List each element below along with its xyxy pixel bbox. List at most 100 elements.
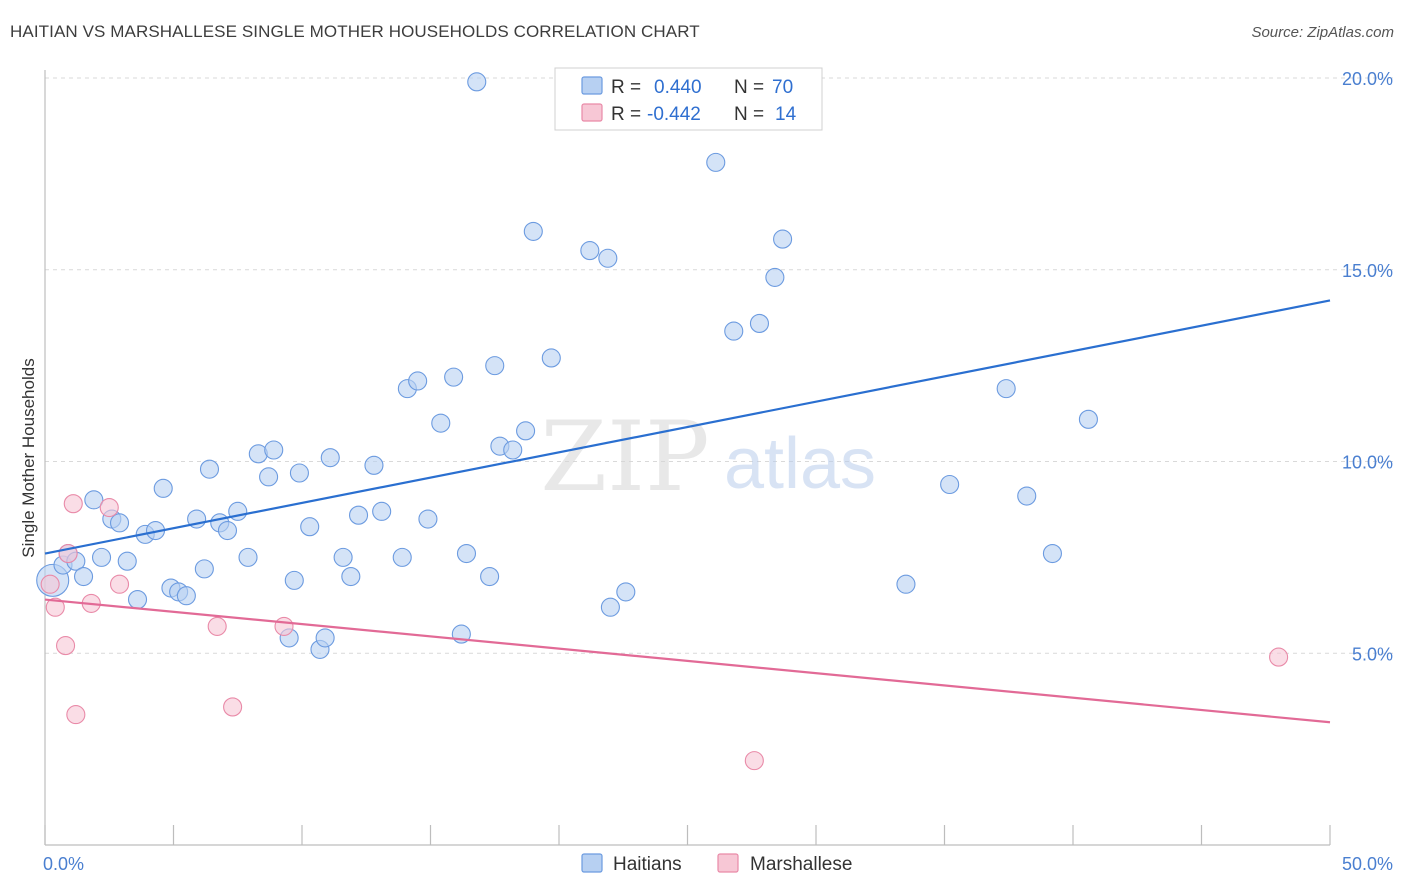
x-tick-label-min: 0.0% <box>43 854 84 874</box>
legend-swatch-haitians <box>581 76 603 95</box>
legend-n-value-haitians: 70 <box>772 77 793 98</box>
marshallese-point <box>223 697 243 717</box>
haitian-point <box>749 313 770 333</box>
haitian-point <box>516 421 536 441</box>
y-tick-label-5: 5.0% <box>1352 644 1393 664</box>
haitian-point <box>616 582 636 602</box>
marshallese-point <box>40 574 60 594</box>
data-points <box>36 72 1289 771</box>
marshallese-point <box>66 705 86 725</box>
haitian-point <box>264 440 284 460</box>
y-axis-label: Single Mother Households <box>19 358 38 557</box>
watermark: ZIP atlas <box>540 401 876 513</box>
haitian-point <box>724 321 744 341</box>
haitian-point <box>315 628 335 648</box>
haitian-point <box>467 72 487 92</box>
series-legend-label-haitians: Haitians <box>613 854 682 875</box>
series-legend-swatch-marshallese <box>717 853 739 873</box>
marshallese-trend-line <box>44 598 1331 724</box>
marshallese-point <box>99 497 119 518</box>
haitian-trend-line <box>44 299 1331 555</box>
haitian-point <box>408 371 428 391</box>
chart-source: Source: ZipAtlas.com <box>1251 24 1394 41</box>
series-legend-label-marshallese: Marshallese <box>750 854 852 875</box>
y-tick-label-15: 15.0% <box>1342 261 1393 281</box>
legend-n-value-marshallese: 14 <box>775 104 797 125</box>
haitian-point <box>523 221 543 241</box>
marshallese-point <box>109 574 130 594</box>
haitian-point <box>91 547 112 567</box>
haitian-point <box>431 413 451 433</box>
haitian-point <box>480 566 500 587</box>
haitian-point <box>940 474 960 495</box>
y-tick-label-20: 20.0% <box>1342 69 1393 89</box>
marshallese-point <box>207 616 227 636</box>
chart-title: HAITIAN VS MARSHALLESE SINGLE MOTHER HOU… <box>10 22 700 41</box>
haitian-point <box>996 379 1016 399</box>
haitian-point <box>773 229 793 249</box>
haitian-point <box>896 574 916 594</box>
marshallese-point <box>63 494 83 514</box>
haitian-point <box>333 547 353 567</box>
haitian-point <box>320 448 340 468</box>
haitian-point <box>580 241 600 261</box>
haitian-point <box>392 547 412 567</box>
marshallese-point <box>744 751 764 771</box>
haitian-point <box>541 348 561 368</box>
haitian-point <box>348 505 369 525</box>
haitian-point <box>372 501 392 521</box>
haitian-point <box>117 551 137 571</box>
haitian-point <box>1017 486 1037 506</box>
haitian-point <box>341 566 361 587</box>
haitian-point <box>74 566 94 587</box>
legend-swatch-marshallese <box>581 103 603 122</box>
legend-n-label-haitians: N = <box>734 77 764 98</box>
haitian-point <box>1042 543 1062 564</box>
haitian-point <box>289 463 309 483</box>
haitian-point <box>418 509 438 529</box>
haitian-point <box>503 440 523 460</box>
watermark-atlas: atlas <box>724 424 876 504</box>
haitian-point <box>127 590 148 610</box>
haitian-point <box>284 570 304 590</box>
haitian-point <box>176 586 196 606</box>
y-tick-labels: 5.0% 10.0% 15.0% 20.0% <box>1342 69 1393 664</box>
x-tick-labels: 0.0% 50.0% <box>43 854 1393 874</box>
haitian-point <box>444 367 464 387</box>
haitian-point <box>456 543 477 564</box>
legend-r-value-haitians: 0.440 <box>654 77 702 98</box>
stats-legend: R = 0.440 N = 70 R = -0.442 N = 14 <box>554 67 823 131</box>
haitian-point <box>598 248 618 268</box>
haitian-point <box>600 597 620 617</box>
haitian-point <box>84 490 104 510</box>
watermark-zip: ZIP <box>540 401 709 513</box>
haitian-point <box>259 467 279 487</box>
marshallese-point <box>274 616 294 636</box>
legend-r-label-haitians: R = <box>611 77 641 98</box>
haitian-point <box>300 517 320 537</box>
legend-r-label-marshallese: R = <box>611 104 641 125</box>
haitian-point <box>199 459 220 479</box>
haitian-point <box>765 267 785 287</box>
haitian-point <box>485 356 505 376</box>
legend-n-label-marshallese: N = <box>734 104 764 125</box>
legend-r-value-marshallese: -0.442 <box>647 104 701 125</box>
haitian-point <box>238 547 258 567</box>
marshallese-point <box>1269 647 1289 667</box>
haitian-point <box>194 559 214 579</box>
marshallese-point <box>56 636 76 656</box>
haitian-point <box>1078 409 1098 429</box>
haitian-point <box>109 513 130 533</box>
haitian-point <box>217 520 238 541</box>
series-legend: Haitians Marshallese <box>581 853 852 875</box>
trend-lines <box>44 299 1331 724</box>
marshallese-point <box>45 597 65 617</box>
x-tick-label-max: 50.0% <box>1342 854 1393 874</box>
series-legend-swatch-haitians <box>581 853 603 873</box>
haitian-point <box>153 478 173 498</box>
haitian-point <box>706 152 726 172</box>
axes <box>44 70 1331 846</box>
haitian-point <box>364 455 384 475</box>
y-tick-label-10: 10.0% <box>1342 453 1393 473</box>
